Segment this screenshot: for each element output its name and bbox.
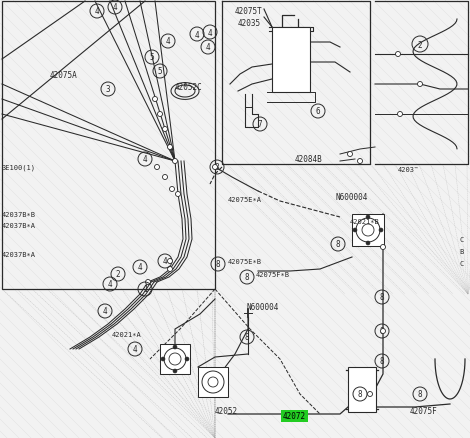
Text: 42075A: 42075A xyxy=(50,71,78,79)
Circle shape xyxy=(398,112,402,117)
Text: B: B xyxy=(460,248,464,254)
Text: 3: 3 xyxy=(106,85,110,94)
Text: 4: 4 xyxy=(113,4,118,12)
Text: N600004: N600004 xyxy=(246,303,278,312)
Text: 42072: 42072 xyxy=(283,412,306,420)
Circle shape xyxy=(366,215,370,219)
Text: 1: 1 xyxy=(143,285,147,294)
Text: 8: 8 xyxy=(380,357,384,366)
Circle shape xyxy=(175,192,180,197)
Circle shape xyxy=(353,229,357,233)
Text: 4: 4 xyxy=(166,37,170,46)
Text: 42037B∗A: 42037B∗A xyxy=(2,251,36,258)
Text: C: C xyxy=(460,261,464,266)
Circle shape xyxy=(152,97,157,102)
Text: N600004: N600004 xyxy=(336,193,368,202)
Circle shape xyxy=(172,159,178,164)
Text: 4: 4 xyxy=(108,280,112,289)
Circle shape xyxy=(417,82,423,87)
Circle shape xyxy=(167,259,172,264)
Text: 42037B∗A: 42037B∗A xyxy=(2,223,36,229)
Text: 42075E∗A: 42075E∗A xyxy=(228,197,262,202)
Circle shape xyxy=(163,127,167,132)
Text: 3E100(1): 3E100(1) xyxy=(2,164,36,171)
Text: 5: 5 xyxy=(158,67,162,76)
Text: 8: 8 xyxy=(215,163,219,172)
Circle shape xyxy=(395,53,400,57)
Text: 4: 4 xyxy=(143,155,147,164)
Text: 4: 4 xyxy=(163,257,167,266)
Text: 2: 2 xyxy=(116,270,120,279)
Circle shape xyxy=(157,112,163,117)
Text: 42075E∗B: 42075E∗B xyxy=(228,258,262,265)
Text: 4: 4 xyxy=(102,307,107,316)
Circle shape xyxy=(358,159,362,164)
Text: 2: 2 xyxy=(418,40,423,49)
Circle shape xyxy=(167,267,172,272)
Text: 8: 8 xyxy=(245,333,249,342)
Text: 42037B∗B: 42037B∗B xyxy=(2,212,36,218)
Text: 8: 8 xyxy=(380,293,384,302)
Circle shape xyxy=(381,329,385,334)
Text: 8: 8 xyxy=(216,260,220,269)
Circle shape xyxy=(170,187,174,192)
Text: 4: 4 xyxy=(138,263,142,272)
Text: 4: 4 xyxy=(133,345,137,354)
Text: 42021∗A: 42021∗A xyxy=(112,331,142,337)
Bar xyxy=(198,367,228,397)
Text: 7: 7 xyxy=(258,120,262,129)
Text: 8: 8 xyxy=(380,327,384,336)
Circle shape xyxy=(366,241,370,245)
Text: 42052C: 42052C xyxy=(175,83,203,92)
Circle shape xyxy=(167,145,172,150)
Bar xyxy=(348,367,376,412)
Circle shape xyxy=(381,245,385,250)
Text: 42084B: 42084B xyxy=(295,155,323,164)
Circle shape xyxy=(185,357,189,361)
Text: 4: 4 xyxy=(94,7,99,17)
Text: 8: 8 xyxy=(245,273,249,282)
Text: 42052: 42052 xyxy=(215,406,238,416)
Circle shape xyxy=(347,152,352,157)
Text: 42035: 42035 xyxy=(238,18,261,28)
Text: 4: 4 xyxy=(195,30,199,39)
Circle shape xyxy=(146,280,150,285)
Text: 4: 4 xyxy=(208,28,212,37)
Bar xyxy=(272,28,310,93)
Text: 8: 8 xyxy=(418,390,423,399)
Text: C: C xyxy=(460,237,464,243)
Circle shape xyxy=(212,165,218,170)
Circle shape xyxy=(161,357,165,361)
Bar xyxy=(160,344,190,374)
Text: 4203‷: 4203‷ xyxy=(398,166,419,173)
Text: 6: 6 xyxy=(316,107,321,116)
Text: 42075T: 42075T xyxy=(235,7,263,17)
Text: 8: 8 xyxy=(358,390,362,399)
Circle shape xyxy=(368,392,373,396)
Text: 8: 8 xyxy=(336,240,340,249)
Circle shape xyxy=(155,165,159,170)
Circle shape xyxy=(379,229,383,233)
Text: 42021∗B: 42021∗B xyxy=(350,219,380,225)
Text: 5: 5 xyxy=(149,53,154,62)
Circle shape xyxy=(173,369,177,373)
Circle shape xyxy=(163,175,167,180)
Text: 4: 4 xyxy=(206,43,210,53)
Text: 42075F∗B: 42075F∗B xyxy=(256,272,290,277)
Circle shape xyxy=(173,345,177,349)
Bar xyxy=(352,215,384,247)
Text: 42075F: 42075F xyxy=(410,406,438,416)
